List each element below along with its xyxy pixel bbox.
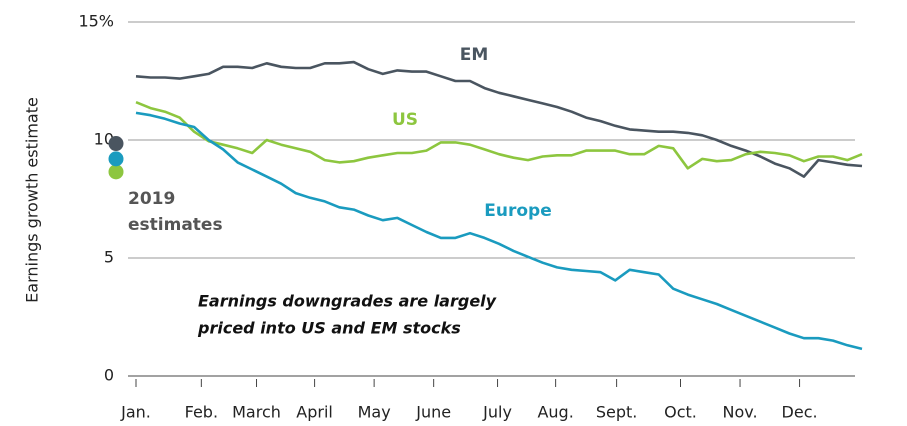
y-axis-label: Earnings growth estimate: [23, 97, 42, 303]
annotation: Earnings downgrades are largely: [198, 292, 497, 311]
y-tick-label: 5: [104, 248, 114, 267]
x-tick-label: Nov.: [722, 403, 757, 422]
series-line: [135, 111, 863, 351]
estimates-label: estimates: [128, 215, 223, 235]
x-tick-label: Aug.: [537, 403, 573, 422]
series-label: US: [392, 110, 418, 130]
x-tick-label: Sept.: [596, 403, 638, 422]
x-tick-label: May: [358, 403, 391, 422]
y-tick-label: 0: [104, 366, 114, 385]
y-tick-label: 15%: [78, 12, 114, 31]
x-tick-label: Jan.: [120, 403, 151, 422]
x-tick-label: Feb.: [185, 403, 218, 422]
x-tick-label: July: [482, 403, 512, 422]
x-tick-label: March: [232, 403, 281, 422]
annotation: priced into US and EM stocks: [197, 319, 461, 338]
x-tick-label: April: [296, 403, 333, 422]
x-tick-label: June: [415, 403, 451, 422]
series-line: [135, 100, 863, 170]
estimate-dot: [108, 136, 124, 152]
x-tick-label: Dec.: [782, 403, 818, 422]
estimates-label: 2019: [128, 189, 175, 209]
series-label: Europe: [484, 201, 551, 221]
series-line: [135, 60, 863, 178]
series-label: EM: [460, 45, 489, 65]
estimate-dot: [108, 164, 124, 180]
estimate-dot: [108, 151, 124, 167]
x-tick-label: Oct.: [664, 403, 697, 422]
